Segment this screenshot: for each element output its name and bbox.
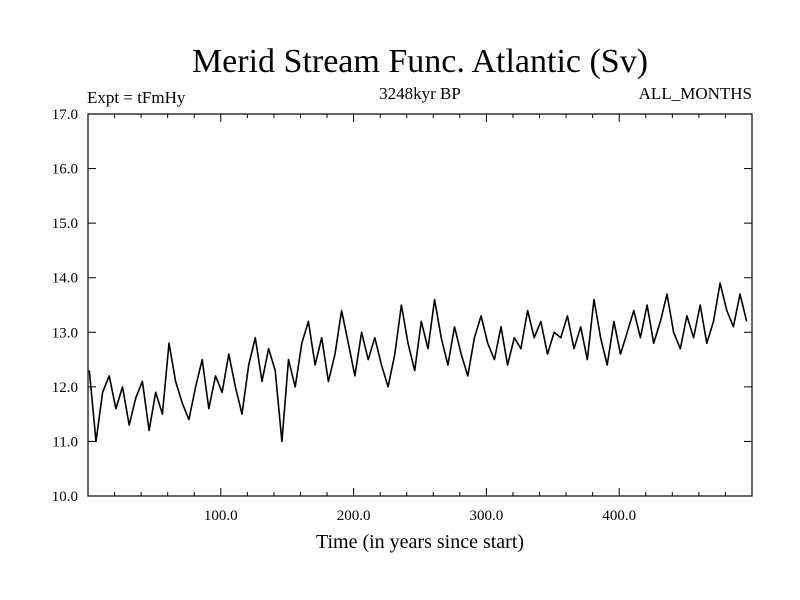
y-tick-label: 12.0	[52, 380, 78, 396]
series-line	[88, 282, 748, 443]
x-tick-label: 100.0	[204, 508, 238, 524]
period-label: 3248kyr BP	[379, 84, 461, 103]
y-tick-label: 17.0	[52, 107, 78, 123]
y-tick-label: 10.0	[52, 489, 78, 505]
y-tick-label: 14.0	[52, 271, 78, 287]
y-tick-label: 15.0	[52, 216, 78, 232]
plot-area: 10.0 11.0 12.0 13.0 14.0 15.0 16.0 17.0 100.0 200…	[52, 107, 753, 524]
x-tick-label: 300.0	[470, 508, 504, 524]
experiment-label: Expt = tFmHy	[87, 88, 186, 107]
x-tick-label: 400.0	[602, 508, 636, 524]
chart-title: Merid Stream Func. Atlantic (Sv)	[192, 43, 648, 80]
plot-frame	[87, 113, 753, 497]
y-tick-label: 11.0	[52, 434, 78, 450]
x-axis-label: Time (in years since start)	[316, 531, 524, 553]
x-tick-label: 200.0	[337, 508, 371, 524]
y-tick-label: 13.0	[52, 325, 78, 341]
months-label: ALL_MONTHS	[639, 84, 752, 103]
y-tick-label: 16.0	[52, 162, 78, 178]
